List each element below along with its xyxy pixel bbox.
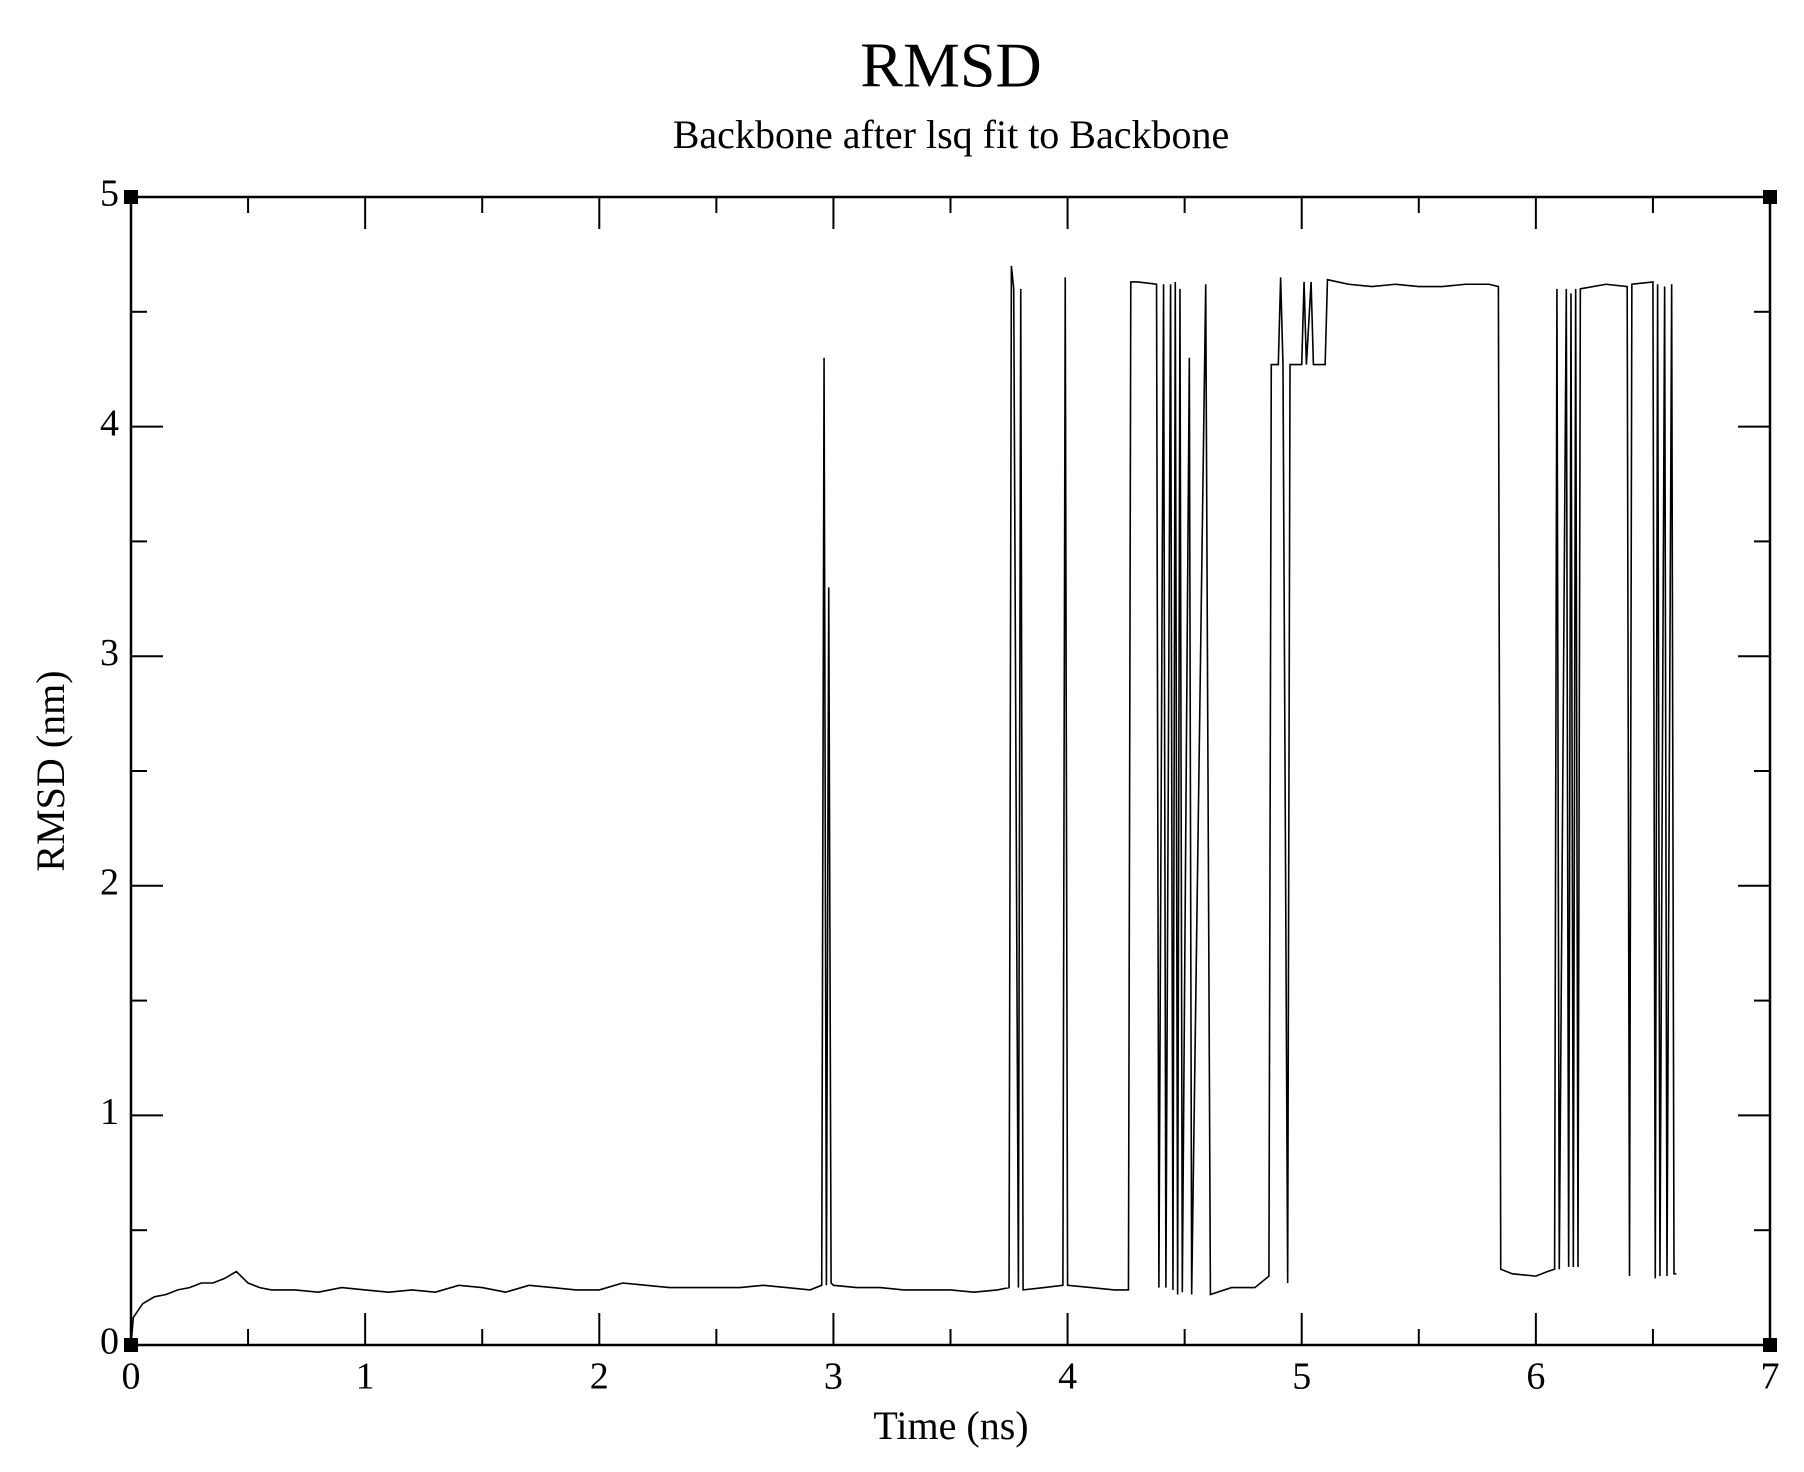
chart-title: RMSD bbox=[860, 30, 1041, 101]
x-tick-label: 6 bbox=[1526, 1356, 1545, 1398]
x-tick-label: 2 bbox=[590, 1356, 609, 1398]
x-tick-label: 3 bbox=[824, 1356, 843, 1398]
chart-subtitle: Backbone after lsq fit to Backbone bbox=[673, 112, 1229, 157]
corner-handle bbox=[1763, 1338, 1777, 1352]
x-tick-label: 4 bbox=[1058, 1356, 1077, 1398]
y-axis-label: RMSD (nm) bbox=[28, 670, 73, 871]
plot-frame bbox=[129, 195, 1772, 1347]
y-tick-label: 4 bbox=[100, 402, 119, 444]
y-tick-label: 3 bbox=[100, 632, 119, 674]
corner-handle bbox=[124, 190, 138, 204]
x-tick-label: 0 bbox=[122, 1356, 141, 1398]
y-tick-label: 0 bbox=[100, 1321, 119, 1363]
data-line bbox=[130, 265, 1677, 1346]
corner-handle bbox=[1763, 190, 1777, 204]
y-tick-label: 1 bbox=[100, 1091, 119, 1133]
corner-handle bbox=[124, 1338, 138, 1352]
x-tick-label: 5 bbox=[1292, 1356, 1311, 1398]
x-tick-label: 1 bbox=[356, 1356, 375, 1398]
y-tick-label: 5 bbox=[100, 173, 119, 215]
x-axis-label: Time (ns) bbox=[873, 1403, 1028, 1448]
y-tick-label: 2 bbox=[100, 862, 119, 904]
x-tick-label: 7 bbox=[1761, 1356, 1780, 1398]
